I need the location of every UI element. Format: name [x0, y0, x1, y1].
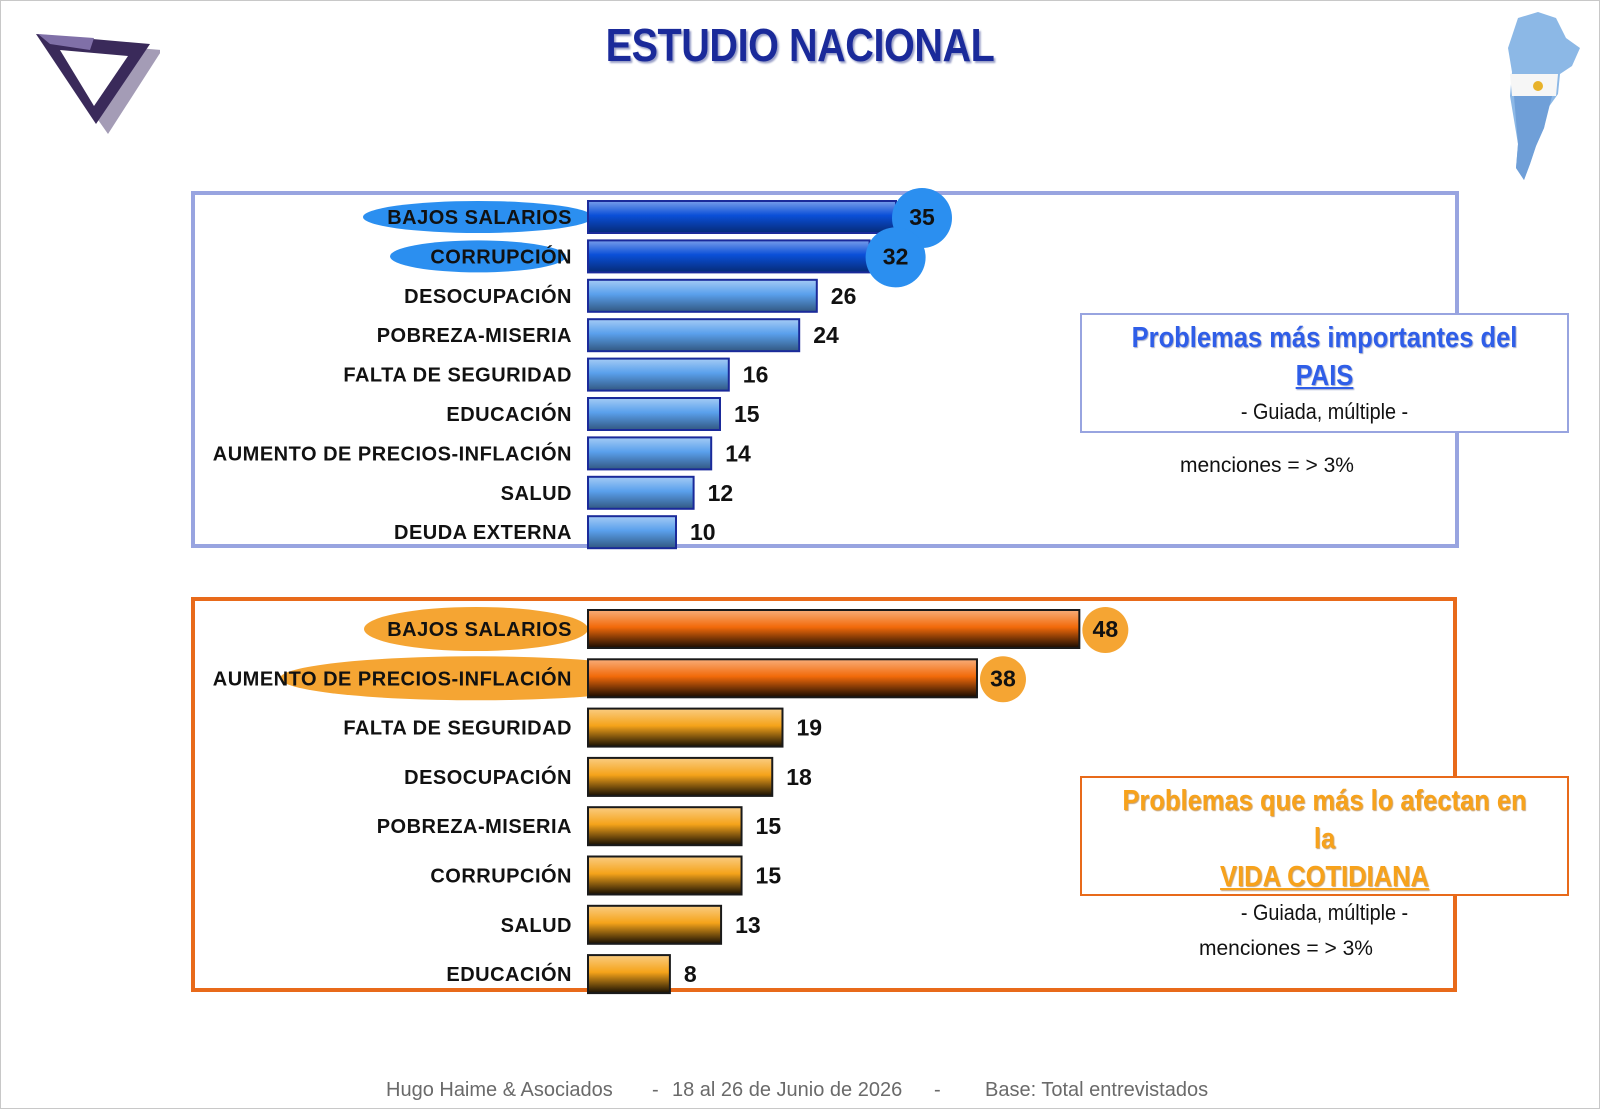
legend-subtitle-vida-cotidiana: - Guiada, múltiple -	[1240, 900, 1409, 925]
value-label: 32	[883, 243, 909, 269]
category-label: DESOCUPACIÓN	[404, 284, 572, 308]
category-label: DESOCUPACIÓN	[404, 765, 572, 789]
bar	[587, 200, 897, 234]
value-label: 15	[756, 813, 782, 839]
bar	[587, 609, 1081, 649]
category-label: FALTA DE SEGURIDAD	[343, 365, 572, 387]
value-label: 13	[735, 912, 761, 938]
chart-pais: BAJOS SALARIOS 35 CORRUPCIÓN 32 DESOCUPACIÓN…	[213, 188, 952, 550]
footer-separator: -	[652, 1079, 659, 1101]
legend-title-text: Problemas que más lo afectan en la	[1122, 785, 1527, 855]
bar	[587, 239, 871, 274]
note-menciones-pais: menciones = > 3%	[1180, 454, 1354, 477]
value-label: 24	[813, 322, 839, 348]
note-menciones-vida-cotidiana: menciones = > 3%	[1199, 937, 1373, 960]
category-label: AUMENTO DE PRECIOS-INFLACIÓN	[213, 441, 572, 465]
value-label: 26	[831, 283, 857, 309]
category-label: EDUCACIÓN	[446, 402, 572, 426]
bar	[587, 954, 671, 995]
chart-vida-cotidiana: BAJOS SALARIOS 48 AUMENTO DE PRECIOS-INFLA…	[213, 607, 1129, 995]
value-highlight-bubble	[979, 656, 1026, 703]
value-label: 35	[909, 204, 935, 230]
category-label: DEUDA EXTERNA	[394, 522, 572, 544]
category-label: POBREZA-MISERIA	[377, 325, 572, 347]
category-label: BAJOS SALARIOS	[387, 207, 572, 229]
bar	[587, 475, 695, 510]
argentina-map-icon	[1500, 8, 1592, 193]
footer-base: Base: Total entrevistados	[985, 1079, 1209, 1101]
category-label: FALTA DE SEGURIDAD	[343, 718, 572, 740]
bar	[587, 397, 721, 431]
category-highlight-bubble	[280, 656, 672, 701]
category-label: AUMENTO DE PRECIOS-INFLACIÓN	[213, 666, 572, 690]
category-label: CORRUPCIÓN	[430, 864, 572, 888]
footer-separator: -	[934, 1079, 941, 1101]
bar	[587, 515, 677, 550]
value-label: 8	[684, 961, 697, 987]
bar	[587, 318, 801, 353]
value-label: 10	[690, 519, 716, 545]
legend-title-emphasis: PAIS	[1295, 360, 1354, 392]
legend-box-vida-cotidiana: Problemas que más lo afectan en la VIDA …	[1080, 776, 1569, 925]
bar	[587, 904, 723, 945]
bar	[587, 436, 713, 471]
footer-company: Hugo Haime & Asociados	[386, 1079, 613, 1101]
value-label: 14	[725, 440, 751, 466]
bar	[587, 855, 743, 896]
value-label: 19	[796, 715, 822, 741]
category-label: SALUD	[501, 483, 572, 505]
value-label: 48	[1093, 616, 1119, 642]
category-label: SALUD	[501, 915, 572, 937]
category-label: EDUCACIÓN	[446, 962, 572, 986]
category-label: BAJOS SALARIOS	[387, 619, 572, 641]
value-highlight-bubble	[1082, 607, 1129, 653]
chart-panel-pais: BAJOS SALARIOS 35 CORRUPCIÓN 32 DESOCUPACIÓN…	[191, 188, 1459, 550]
legend-box-pais: Problemas más importantes del PAIS - Gui…	[1080, 313, 1569, 433]
value-label: 12	[708, 480, 734, 506]
category-highlight-bubble	[364, 607, 588, 651]
category-highlight-bubble	[363, 201, 593, 233]
bar	[587, 658, 978, 699]
legend-title-pais: Problemas más importantes del PAIS	[1111, 319, 1538, 395]
legend-title-text: Problemas más importantes del	[1131, 322, 1518, 354]
footer-dates: 18 al 26 de Junio de 2026	[672, 1079, 903, 1101]
page-title: ESTUDIO NACIONAL	[605, 19, 995, 71]
company-logo	[30, 28, 162, 143]
bar	[587, 357, 730, 392]
value-label: 15	[756, 863, 782, 889]
bar	[587, 278, 818, 313]
value-highlight-bubble	[865, 227, 926, 288]
legend-subtitle-pais: - Guiada, múltiple -	[1240, 399, 1409, 424]
value-label: 15	[734, 401, 760, 427]
category-label: CORRUPCIÓN	[430, 244, 572, 268]
bar	[587, 707, 784, 748]
bar	[587, 756, 774, 797]
value-label: 18	[786, 764, 812, 790]
value-label: 16	[743, 362, 769, 388]
legend-title-vida-cotidiana: Problemas que más lo afectan en la VIDA …	[1111, 782, 1538, 896]
legend-title-emphasis: VIDA COTIDIANA	[1220, 861, 1429, 893]
bar	[587, 806, 743, 847]
value-label: 38	[990, 665, 1016, 691]
category-label: POBREZA-MISERIA	[377, 816, 572, 838]
category-highlight-bubble	[390, 240, 566, 273]
chart-panel-vida-cotidiana: BAJOS SALARIOS 48 AUMENTO DE PRECIOS-INFLA…	[191, 597, 1457, 995]
